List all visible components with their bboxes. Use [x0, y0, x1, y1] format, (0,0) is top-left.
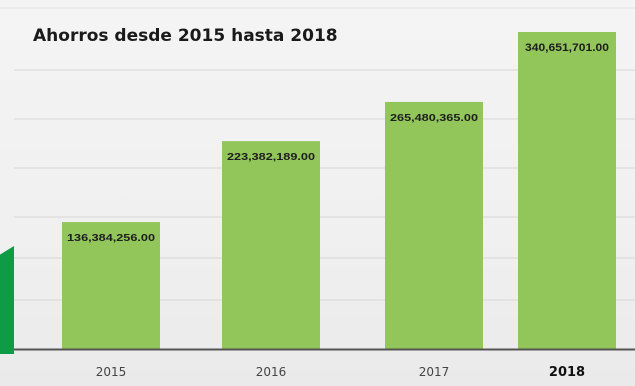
- x-tick-label-2015: 2015: [96, 365, 127, 379]
- x-tick-label-2017: 2017: [419, 365, 450, 379]
- data-label-2018: 340,651,701.00: [525, 42, 609, 54]
- data-label-2015: 136,384,256.00: [67, 232, 155, 244]
- green-accent-shape: [0, 246, 14, 354]
- chart-title: Ahorros desde 2015 hasta 2018: [33, 26, 338, 46]
- bar-2017: [385, 101, 483, 349]
- data-label-2016: 223,382,189.00: [227, 151, 315, 163]
- data-label-2017: 265,480,365.00: [390, 112, 478, 124]
- x-tick-label-2018: 2018: [549, 365, 585, 380]
- bar-2015: [62, 222, 160, 349]
- x-tick-label-2016: 2016: [256, 365, 287, 379]
- bar-2018: [518, 32, 616, 349]
- bar-2016: [222, 141, 320, 349]
